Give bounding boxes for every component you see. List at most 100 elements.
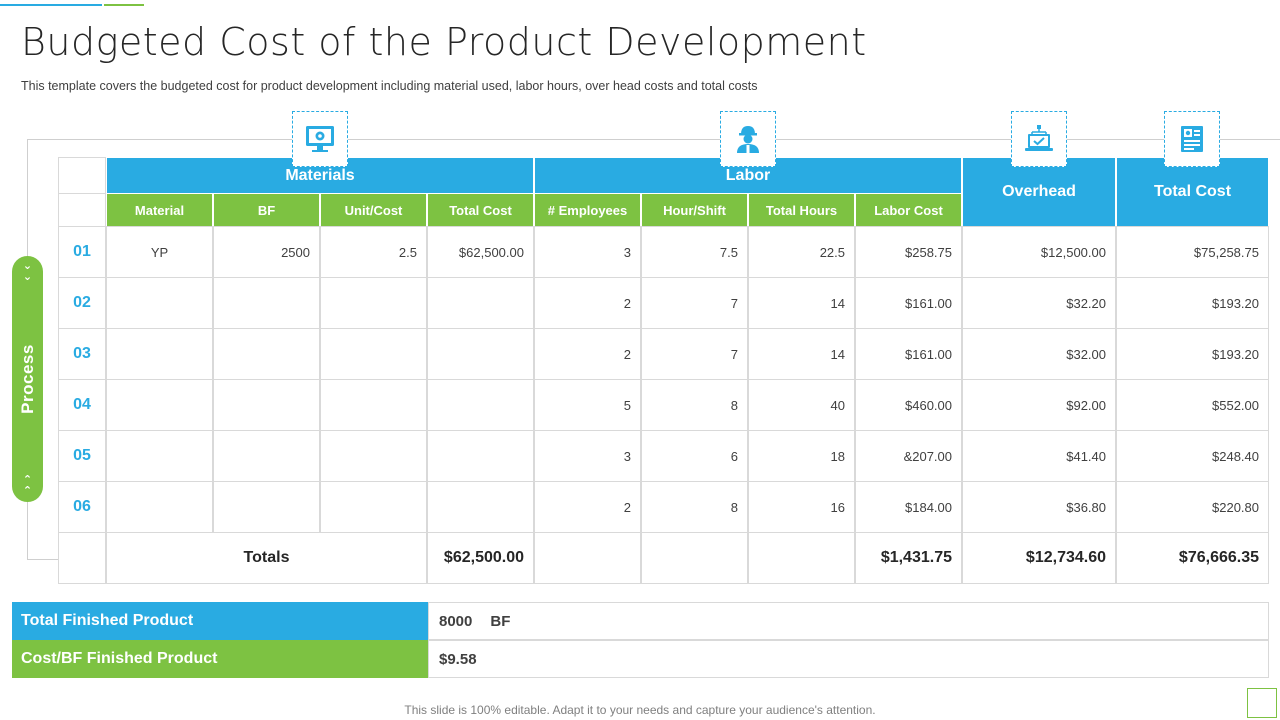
worker-icon [737,126,759,153]
finished-product-unit: BF [490,612,511,630]
cell-unit-cost [320,430,427,482]
laptop-check-icon [1025,125,1053,151]
overhead-icon-badge [1011,111,1067,167]
cell-bf [213,481,320,533]
materials-icon-badge [292,111,348,167]
group-header-overhead: Overhead [962,157,1116,227]
row-number: 03 [58,328,106,380]
cell-total-cost [427,481,534,533]
column-header-material: Material [106,193,213,227]
totals-overhead: $12,734.60 [962,532,1116,584]
page-title: Budgeted Cost of the Product Development [21,20,867,64]
cell-total-cost [427,379,534,431]
column-header-total-cost: Total Cost [427,193,534,227]
cell-total-hours: 22.5 [748,226,855,278]
cell-bf [213,430,320,482]
cell-hour-shift: 7.5 [641,226,748,278]
cell-overhead: $32.20 [962,277,1116,329]
totals-blank-employees [534,532,641,584]
column-header-total-hours: Total Hours [748,193,855,227]
cell-unit-cost [320,277,427,329]
row-number: 01 [58,226,106,278]
cell-overhead: $12,500.00 [962,226,1116,278]
cell-material [106,277,213,329]
cell-labor-cost: $184.00 [855,481,962,533]
cost-per-bf-label: Cost/BF Finished Product [12,640,428,678]
cell-hour-shift: 8 [641,481,748,533]
document-money-icon [1181,126,1203,152]
cell-grand-total: $248.40 [1116,430,1269,482]
finished-product-value: 8000 BF [428,602,1269,640]
cell-material [106,379,213,431]
cell-total-cost [427,277,534,329]
cost-per-bf-value: $9.58 [428,640,1269,678]
cell-labor-cost: $161.00 [855,277,962,329]
cell-employees: 3 [534,430,641,482]
cell-bf [213,277,320,329]
corner-decoration [1247,688,1277,718]
cell-grand-total: $193.20 [1116,328,1269,380]
group-header-materials: Materials [106,157,534,194]
cell-labor-cost: $460.00 [855,379,962,431]
totals-grand-total: $76,666.35 [1116,532,1269,584]
finished-product-label: Total Finished Product [12,602,428,640]
cell-material [106,481,213,533]
column-header-unit-cost: Unit/Cost [320,193,427,227]
cell-hour-shift: 8 [641,379,748,431]
cell-employees: 2 [534,481,641,533]
column-header-employees: # Employees [534,193,641,227]
cell-hour-shift: 7 [641,328,748,380]
cell-total-cost [427,328,534,380]
cell-hour-shift: 6 [641,430,748,482]
finished-product-quantity: 8000 [439,612,473,630]
cell-material: YP [106,226,213,278]
column-header-bf: BF [213,193,320,227]
cell-total-cost [427,430,534,482]
total-cost-icon-badge [1164,111,1220,167]
cell-employees: 2 [534,328,641,380]
group-header-total-cost: Total Cost [1116,157,1269,227]
cell-grand-total: $220.80 [1116,481,1269,533]
cell-total-hours: 40 [748,379,855,431]
monitor-settings-icon [306,126,334,152]
cell-unit-cost: 2.5 [320,226,427,278]
row-number: 05 [58,430,106,482]
cell-total-hours: 14 [748,277,855,329]
cell-bf [213,379,320,431]
totals-blank-hour-shift [641,532,748,584]
page-subtitle: This template covers the budgeted cost f… [21,79,758,93]
labor-icon-badge [720,111,776,167]
cell-employees: 3 [534,226,641,278]
cell-total-hours: 18 [748,430,855,482]
cell-employees: 2 [534,277,641,329]
row-number: 04 [58,379,106,431]
column-header-hour-shift: Hour/Shift [641,193,748,227]
cell-employees: 5 [534,379,641,431]
cell-unit-cost [320,481,427,533]
cell-unit-cost [320,328,427,380]
totals-blank-total-hours [748,532,855,584]
header-blank-top [58,157,106,194]
cell-hour-shift: 7 [641,277,748,329]
row-number: 02 [58,277,106,329]
cell-total-hours: 16 [748,481,855,533]
accent-line-blue [0,4,102,6]
cell-grand-total: $75,258.75 [1116,226,1269,278]
cell-material [106,328,213,380]
column-header-labor-cost: Labor Cost [855,193,962,227]
cell-material [106,430,213,482]
cell-bf: 2500 [213,226,320,278]
cell-total-cost: $62,500.00 [427,226,534,278]
totals-label: Totals [106,532,427,584]
frame-line-bottom [27,559,59,560]
chevron-up-icon: ⌃ ⌃ [22,474,33,497]
frame-line-top [27,139,1280,140]
process-label-text: Process [17,344,37,414]
cell-labor-cost: $161.00 [855,328,962,380]
cell-overhead: $36.80 [962,481,1116,533]
cell-overhead: $32.00 [962,328,1116,380]
chevron-down-icon: ⌄ ⌄ [22,260,33,283]
cell-labor-cost: $258.75 [855,226,962,278]
process-side-label: ⌄ ⌄ Process ⌃ ⌃ [12,256,43,502]
row-number: 06 [58,481,106,533]
